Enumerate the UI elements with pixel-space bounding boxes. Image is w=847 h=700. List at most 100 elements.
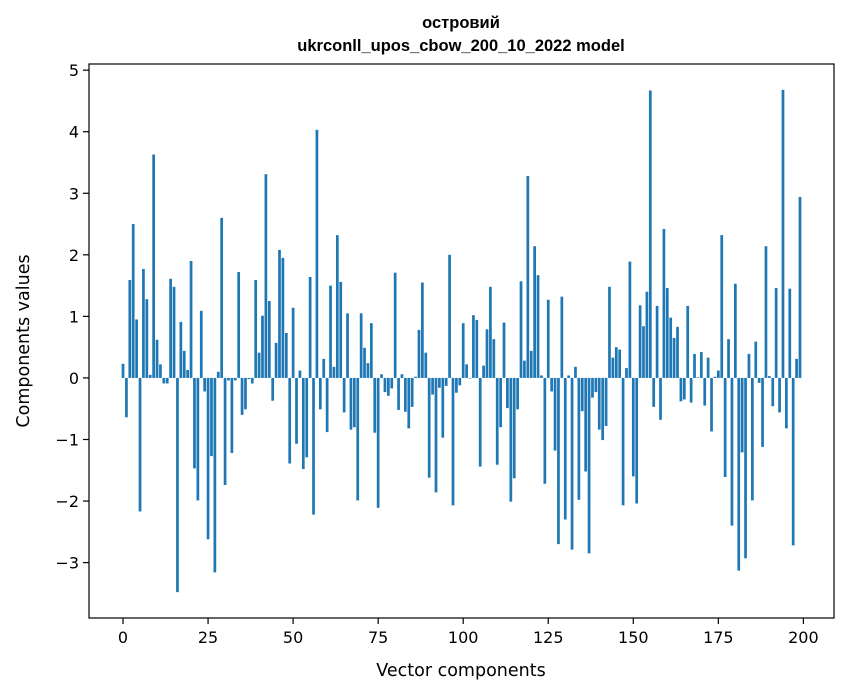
bar (618, 349, 622, 378)
bar (165, 377, 169, 384)
bar (689, 377, 693, 403)
bar (662, 228, 666, 378)
bar (591, 377, 594, 398)
x-tick-label: 75 (368, 628, 388, 647)
bar (672, 337, 676, 378)
bar (404, 377, 407, 412)
bar (237, 272, 241, 378)
bar (465, 364, 468, 378)
chart-title-line1: островий (422, 14, 500, 32)
bar (727, 339, 730, 378)
bar (250, 377, 254, 384)
bar (693, 353, 696, 378)
bar (669, 317, 673, 378)
bar (295, 377, 298, 444)
bar (761, 377, 764, 447)
bar (359, 313, 363, 378)
chart-title-line2: ukrconll_upos_cbow_200_10_2022 model (297, 37, 624, 55)
bar (516, 377, 519, 410)
bar (502, 322, 506, 378)
bar (499, 377, 502, 428)
bar (383, 377, 387, 393)
bar (703, 377, 707, 406)
bar (791, 377, 795, 546)
bar (349, 377, 353, 430)
bar (424, 352, 428, 378)
y-tick-label: 2 (69, 246, 79, 265)
bar (451, 377, 455, 506)
bar (788, 288, 792, 378)
bar (244, 377, 247, 410)
bar (519, 281, 523, 378)
bar (550, 377, 554, 392)
bar (492, 339, 496, 378)
bar (301, 377, 305, 470)
bar (356, 377, 360, 501)
plot-frame (88, 63, 835, 619)
bar (638, 305, 642, 378)
bar (448, 254, 451, 378)
bar (206, 377, 210, 540)
bar (546, 299, 550, 378)
bar (318, 377, 322, 410)
bar (159, 364, 162, 378)
bar (716, 370, 720, 378)
bar (553, 377, 557, 451)
bar (458, 377, 462, 386)
bar (621, 377, 625, 506)
bar (774, 288, 778, 378)
bar (604, 377, 608, 426)
bar (121, 363, 125, 378)
bar (233, 377, 237, 381)
x-tick-label: 25 (198, 628, 218, 647)
bar (557, 377, 560, 545)
bar (203, 377, 207, 392)
bar (148, 374, 152, 378)
bar (768, 376, 771, 378)
bar (414, 376, 417, 378)
bar (699, 352, 703, 378)
x-tick-label: 175 (703, 628, 734, 647)
bar (261, 315, 264, 378)
bar (567, 375, 571, 378)
bar (284, 333, 288, 378)
bar (737, 377, 741, 571)
bar (764, 246, 768, 378)
bar (131, 224, 135, 378)
bar (254, 280, 258, 378)
bar (322, 358, 326, 378)
bar (798, 196, 802, 378)
bar (533, 246, 536, 378)
bar (444, 377, 448, 386)
bar (240, 377, 244, 415)
bar (744, 377, 747, 559)
bar (220, 217, 224, 378)
bar (472, 315, 475, 378)
bar (257, 352, 261, 378)
bar (597, 377, 601, 430)
bar (574, 366, 577, 378)
bar (193, 377, 196, 469)
bar (614, 347, 618, 378)
bar (577, 377, 581, 500)
bar (485, 329, 489, 378)
bar (278, 249, 281, 378)
bar (145, 299, 149, 378)
bar (329, 285, 332, 378)
bar (720, 235, 724, 378)
y-tick-label: 3 (69, 184, 79, 203)
bar (400, 374, 404, 378)
bar (540, 375, 543, 378)
bar (747, 353, 751, 378)
bar (325, 377, 329, 433)
bar (631, 377, 635, 477)
bar (713, 376, 717, 378)
x-tick-label: 125 (533, 628, 564, 647)
bar (478, 377, 482, 467)
bar (213, 377, 217, 573)
y-axis: −3 −2 −1 0 1 2 3 4 5 (55, 61, 89, 573)
bar (710, 377, 713, 432)
bar (390, 377, 394, 389)
